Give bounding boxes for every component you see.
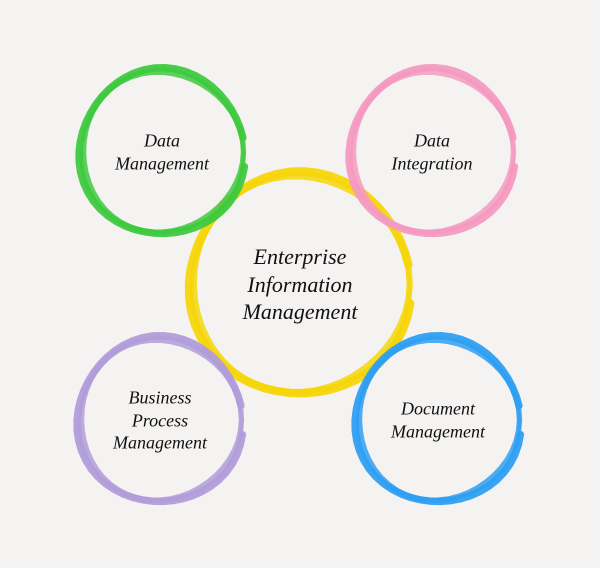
diagram-canvas: Enterprise Information Management Data M… (0, 0, 600, 568)
satellite-label: Data Integration (350, 130, 514, 175)
satellite-data-integration: Data Integration (343, 63, 521, 241)
satellite-label: Data Management (80, 130, 244, 175)
satellite-data-management: Data Management (73, 63, 251, 241)
satellite-label: Document Management (356, 398, 520, 443)
satellite-document-management: Document Management (349, 331, 527, 509)
center-label: Enterprise Information Management (191, 243, 408, 326)
satellite-label: Business Process Management (78, 386, 242, 454)
satellite-business-process-management: Business Process Management (71, 331, 249, 509)
